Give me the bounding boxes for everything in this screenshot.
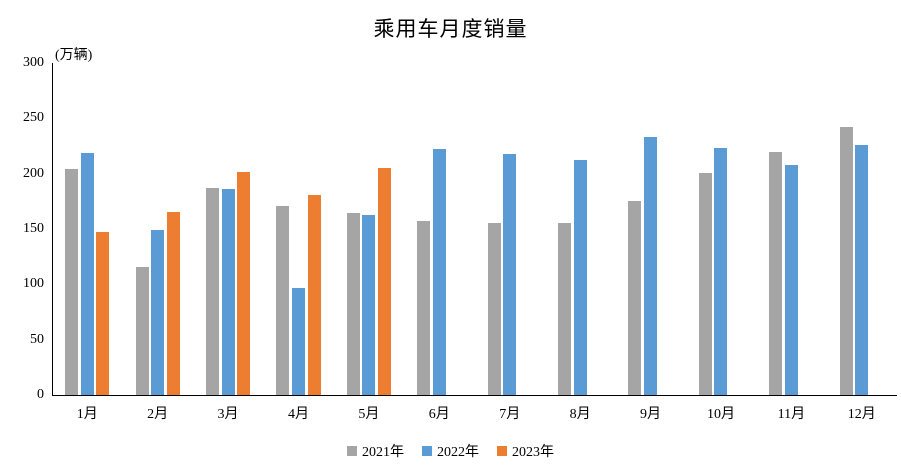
x-axis-label-8月: 8月 xyxy=(569,407,591,422)
bar-2021年-4月 xyxy=(276,206,290,395)
x-axis-label-3月: 3月 xyxy=(217,407,239,422)
x-axis-label-6月: 6月 xyxy=(428,407,450,422)
bar-2022年-8月 xyxy=(573,159,587,395)
bar-2021年-8月 xyxy=(558,223,572,395)
legend-swatch-icon xyxy=(347,446,357,456)
legend-label: 2023年 xyxy=(512,445,554,460)
y-tick-label-100: 100 xyxy=(23,276,44,292)
legend-label: 2021年 xyxy=(362,445,404,460)
x-axis-label-9月: 9月 xyxy=(640,407,662,422)
bar-2022年-4月 xyxy=(291,288,305,395)
y-tick-label-150: 150 xyxy=(23,221,44,236)
legend: 2021年 2022年 2023年 xyxy=(0,441,901,461)
bar-2023年-2月 xyxy=(166,212,180,395)
bar-2022年-1月 xyxy=(80,153,94,395)
legend-label: 2022年 xyxy=(437,445,479,460)
x-axis-label-10月: 10月 xyxy=(706,407,735,422)
bar-2023年-5月 xyxy=(377,168,391,395)
bar-2022年-6月 xyxy=(432,149,446,395)
bar-2022年-7月 xyxy=(503,154,517,395)
y-tick-label-200: 200 xyxy=(23,165,44,181)
x-axis-label-2月: 2月 xyxy=(147,407,169,422)
bar-2023年-3月 xyxy=(237,171,251,395)
bar-2021年-3月 xyxy=(205,187,219,395)
bar-2021年-7月 xyxy=(487,223,501,395)
y-axis-unit-label: (万辆) xyxy=(55,48,93,63)
x-axis-label-7月: 7月 xyxy=(499,407,521,422)
bar-2022年-2月 xyxy=(151,230,165,395)
legend-item-2022年: 2022年 xyxy=(422,441,479,461)
bar-2022年-11月 xyxy=(784,165,798,395)
y-tick-label-0: 0 xyxy=(37,387,44,402)
legend-item-2023年: 2023年 xyxy=(497,441,554,461)
x-axis-label-12月: 12月 xyxy=(847,407,876,422)
y-tick-label-300: 300 xyxy=(23,55,44,70)
legend-swatch-icon xyxy=(422,446,432,456)
bar-2022年-5月 xyxy=(362,215,376,395)
bar-2021年-12月 xyxy=(839,126,853,395)
legend-item-2021年: 2021年 xyxy=(347,441,404,461)
bar-2021年-11月 xyxy=(769,152,783,395)
y-tick-label-50: 50 xyxy=(30,331,44,347)
bar-2021年-10月 xyxy=(698,172,712,395)
bar-2023年-1月 xyxy=(96,232,110,395)
x-axis-label-11月: 11月 xyxy=(777,407,806,422)
x-axis-line xyxy=(52,395,897,396)
bar-2021年-6月 xyxy=(417,221,431,395)
x-axis-label-5月: 5月 xyxy=(358,407,380,422)
bar-2022年-12月 xyxy=(855,144,869,395)
legend-swatch-icon xyxy=(497,446,507,456)
y-tick-label-250: 250 xyxy=(23,110,44,126)
bar-2022年-9月 xyxy=(644,136,658,395)
bar-2021年-9月 xyxy=(628,201,642,395)
x-axis-label-1月: 1月 xyxy=(76,407,98,422)
bar-2022年-10月 xyxy=(714,148,728,395)
bar-2021年-2月 xyxy=(135,267,149,395)
chart-title: 乘用车月度销量 xyxy=(373,17,528,41)
bar-2023年-4月 xyxy=(307,194,321,395)
x-axis-label-4月: 4月 xyxy=(287,407,309,422)
bar-2021年-1月 xyxy=(65,168,79,395)
bar-2021年-5月 xyxy=(346,212,360,395)
y-axis-line xyxy=(52,63,53,395)
bar-2022年-3月 xyxy=(221,188,235,395)
